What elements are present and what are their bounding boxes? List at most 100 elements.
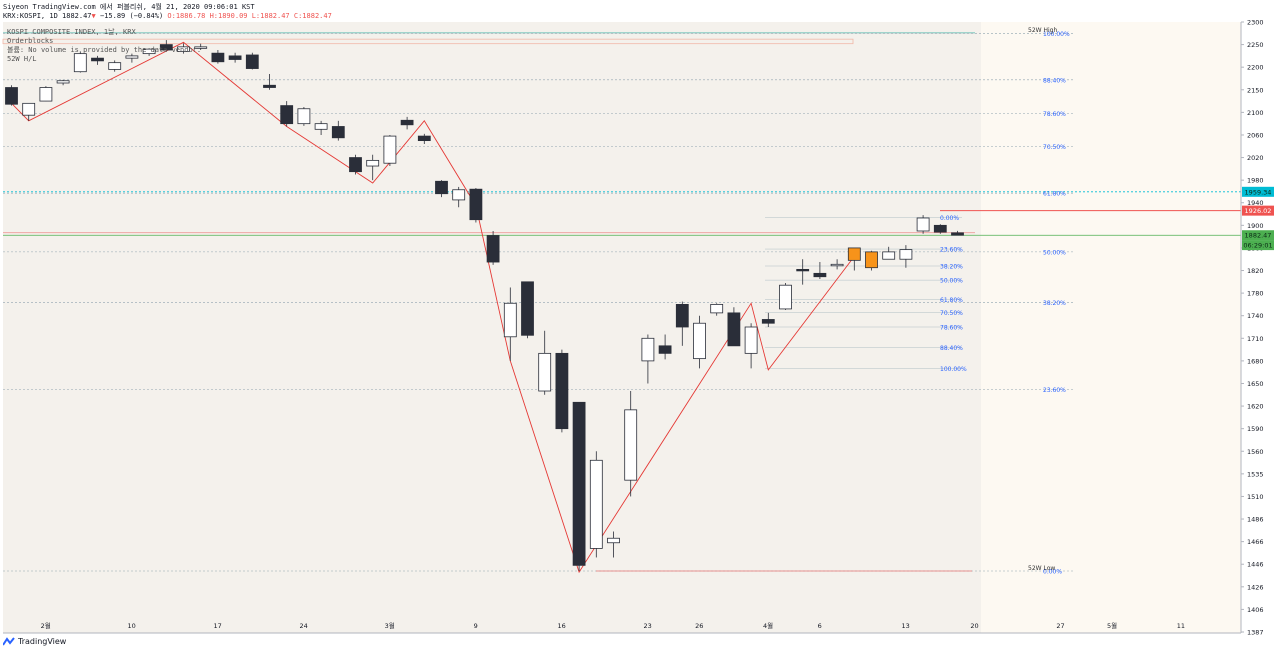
candle[interactable] (331, 120, 345, 141)
legend-title[interactable]: KOSPI COMPOSITE INDEX, 1날, KRX (7, 28, 136, 36)
candle[interactable] (349, 154, 362, 175)
candle[interactable] (675, 301, 689, 346)
candle[interactable] (297, 106, 311, 126)
y-tick-label: 1466 (1247, 538, 1264, 546)
price-axis[interactable]: 2300 2250 2200 2150 2100 2060 2020 1980 1940 1900… (1241, 19, 1264, 637)
zigzag-path (11, 41, 855, 574)
candle[interactable] (624, 391, 638, 497)
candle-body (417, 135, 431, 142)
candle[interactable] (177, 43, 190, 54)
candle[interactable] (727, 307, 741, 347)
candle[interactable] (417, 133, 431, 144)
candle[interactable] (125, 53, 139, 63)
legend-52w[interactable]: 52W H/L (7, 55, 37, 63)
candle[interactable] (761, 312, 775, 327)
candle[interactable] (108, 60, 122, 72)
fib-minor-label: 78.60% (940, 325, 963, 332)
candle-body (297, 108, 311, 125)
candle-body (693, 322, 706, 360)
y-tick-label: 1387 (1247, 629, 1264, 637)
candle[interactable] (796, 259, 810, 285)
candle[interactable] (847, 247, 861, 271)
candle-body (73, 53, 87, 73)
fib-major-label: 23.60% (1043, 387, 1066, 394)
fib-major-label: 50.00% (1043, 249, 1066, 256)
brand-label: TradingView (18, 637, 67, 646)
candle[interactable] (555, 349, 569, 433)
candle[interactable] (56, 79, 70, 86)
candle[interactable] (435, 180, 448, 198)
candle[interactable] (693, 315, 706, 369)
candle[interactable] (366, 154, 380, 181)
candle[interactable] (710, 303, 724, 316)
candle[interactable] (452, 186, 466, 208)
candle[interactable] (469, 188, 483, 223)
change: −15.89 (−0.84%) (99, 12, 164, 20)
candle[interactable] (641, 334, 655, 384)
candle[interactable] (142, 48, 156, 56)
candle[interactable] (503, 287, 517, 361)
candle[interactable] (486, 230, 500, 265)
candle-body (91, 57, 104, 62)
candle[interactable] (813, 262, 827, 279)
candle-body (125, 55, 139, 59)
legend-orderblocks[interactable]: Orderblocks (7, 37, 54, 45)
legend-volume[interactable]: 볼륨: No volume is provided by the data ve… (7, 46, 202, 54)
candle[interactable] (572, 401, 586, 571)
y-tick-label: 1740 (1247, 312, 1264, 320)
candle[interactable] (194, 43, 208, 51)
candle[interactable] (916, 215, 930, 234)
candle-body (280, 105, 294, 125)
candle[interactable] (779, 282, 792, 311)
candle[interactable] (280, 101, 294, 127)
candle-body (916, 217, 930, 232)
candle[interactable] (22, 102, 36, 121)
candle[interactable] (521, 281, 534, 339)
candle[interactable] (865, 250, 878, 271)
candle[interactable] (538, 330, 552, 395)
fib-minor-label: 88.40% (940, 345, 963, 352)
candle[interactable] (589, 451, 603, 558)
candle-body (572, 401, 586, 566)
ohlc-line: KRX:KOSPI, 1D 1882.47▼ −15.89 (−0.84%) O… (3, 12, 332, 20)
candle[interactable] (5, 85, 18, 106)
candle[interactable] (73, 51, 87, 73)
price-badges: 1959.34 1926.02 1882.47 06:29:01 (1242, 186, 1274, 251)
x-tick-label: 6 (818, 622, 822, 630)
candle-body (658, 345, 672, 354)
candle[interactable] (658, 334, 672, 360)
candle[interactable] (211, 50, 225, 64)
candle[interactable] (933, 224, 947, 234)
candle[interactable] (951, 230, 964, 236)
x-tick-label: 23 (644, 622, 652, 630)
publish-line: Siyeon TradingView.com 에서 퍼블리쉬, 4월 21, 2… (3, 3, 255, 11)
candle[interactable] (159, 40, 173, 51)
candle-body (177, 46, 190, 52)
candle[interactable] (744, 323, 758, 369)
candle-body (538, 352, 552, 392)
candle[interactable] (383, 134, 397, 167)
candle[interactable] (245, 52, 259, 70)
candle-body (56, 80, 70, 84)
time-axis[interactable]: 2월 10 17 24 3월 9 16 23 26 4월 6 13 20 27 5월 11 (41, 621, 1185, 630)
candle[interactable] (830, 259, 844, 270)
candle[interactable] (39, 86, 53, 102)
close-value: C:1882.47 (293, 12, 332, 20)
candle[interactable] (91, 55, 104, 65)
candle[interactable] (882, 246, 896, 260)
candle[interactable] (228, 52, 242, 63)
price-badge-label: 1959.34 (1245, 188, 1272, 196)
candle[interactable] (607, 531, 620, 558)
candle-body (194, 46, 208, 49)
candle-body (400, 119, 414, 126)
y-tick-label: 1590 (1247, 425, 1264, 433)
x-tick-label: 13 (902, 622, 910, 630)
candle[interactable] (899, 245, 913, 268)
candle[interactable] (314, 120, 328, 135)
footer-brand[interactable]: TradingView (3, 637, 66, 646)
candle-body (108, 62, 122, 70)
candle-body (555, 352, 569, 430)
candle[interactable] (400, 116, 414, 130)
candle[interactable] (263, 73, 276, 90)
